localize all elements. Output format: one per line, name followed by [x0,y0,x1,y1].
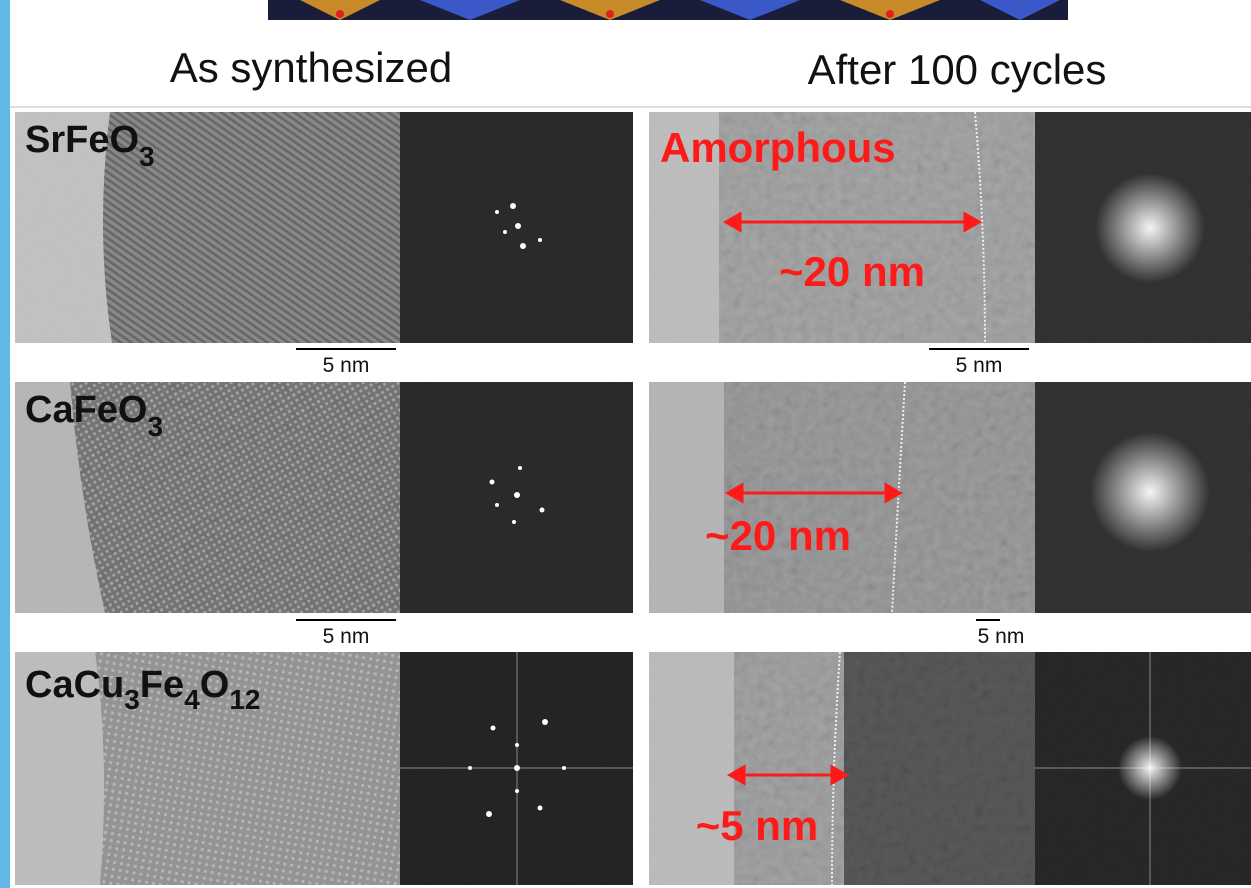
row: CaFeO3 ~20 nm 5 nm 5 nm [15,382,1251,648]
scale-label: 5 nm [323,354,370,377]
scale-label: 5 nm [956,354,1003,377]
thickness-label: ~5 nm [696,802,819,849]
column-header: After 100 cycles [808,46,1107,93]
text-part: 3 [139,141,155,172]
column-header: As synthesized [170,44,452,91]
tem-edge [649,652,734,885]
text-part: 3 [124,684,140,715]
text-part: SrFeO [25,119,139,161]
figure: As synthesized After 100 cycles SrFeO3 A… [0,0,1251,888]
thickness-label: ~20 nm [705,512,851,559]
text-part: Fe [140,664,184,706]
structure-strip [268,0,1068,20]
text-part: CaCu [25,664,124,706]
thickness-label: ~20 nm [779,248,925,295]
annotation: Amorphous [660,124,896,171]
side-bar [0,0,10,888]
text-part: 3 [147,411,163,442]
scale-label: 5 nm [978,625,1025,648]
text-part: O [200,664,230,706]
text-part: 12 [229,684,260,715]
text-part: CaFeO [25,389,147,431]
tem-edge [649,382,724,613]
fft-halo [1090,432,1210,552]
scale-label: 5 nm [323,625,370,648]
fft-halo [1118,736,1182,800]
fft-halo [1095,173,1205,283]
text-part: 4 [184,684,200,715]
row: SrFeO3 Amorphous ~20 nm 5 nm 5 nm [15,112,1251,377]
row: CaCu3Fe4O12 ~5 nm [15,652,1251,885]
